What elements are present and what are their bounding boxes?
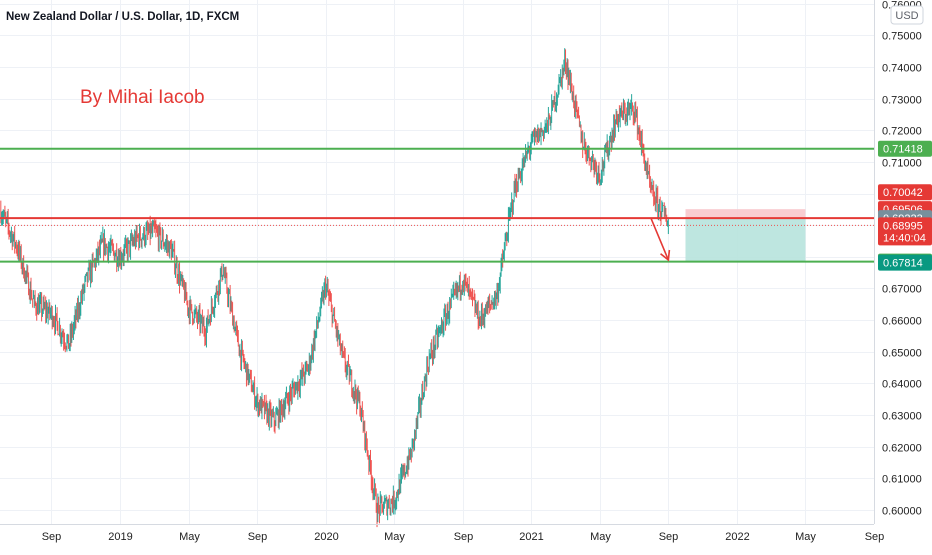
stop-loss-zone[interactable] <box>685 209 806 219</box>
price-tick-label: 0.62000 <box>882 443 922 455</box>
author-note: By Mihai Iacob <box>80 87 205 108</box>
take-profit-zone[interactable] <box>685 218 806 262</box>
time-tick-label: May <box>795 531 816 543</box>
price-tick-label: 0.74000 <box>882 63 922 75</box>
time-tick-label: May <box>179 531 200 543</box>
time-tick-label: 2020 <box>314 531 338 543</box>
time-tick-label: Sep <box>42 531 62 543</box>
price-label-tag <box>878 217 932 246</box>
price-labels: 0.714180.700420.695060.692230.6899514:40… <box>878 140 932 271</box>
price-tick-label: 0.72000 <box>882 126 922 138</box>
price-label-text: 0.67814 <box>883 258 923 270</box>
time-tick-label: Sep <box>659 531 679 543</box>
price-tick-label: 0.63000 <box>882 411 922 423</box>
time-tick-label: 2021 <box>519 531 543 543</box>
price-label-text: 0.70042 <box>883 187 923 199</box>
price-label-tag <box>878 140 932 157</box>
price-label-tag <box>878 184 932 201</box>
time-tick-label: Sep <box>248 531 268 543</box>
currency-badge[interactable] <box>890 5 924 25</box>
price-tick-label: 0.67000 <box>882 284 922 296</box>
time-tick-label: May <box>590 531 611 543</box>
price-tick-label: 0.71000 <box>882 158 922 170</box>
price-tick-label: 0.64000 <box>882 379 922 391</box>
position-tool[interactable] <box>685 209 806 262</box>
time-axis[interactable]: Sep 2019 May Sep 2020 May Sep 2021 May Sep 2022 May… <box>42 531 885 543</box>
time-tick-label: Sep <box>454 531 474 543</box>
forecast-arrow-shaft[interactable] <box>650 218 670 261</box>
price-tick-label: 0.65000 <box>882 348 922 360</box>
time-tick-label: 2022 <box>725 531 749 543</box>
forecast-arrow[interactable] <box>650 218 671 262</box>
time-tick-label: 2019 <box>108 531 132 543</box>
forecast-arrow-head <box>660 249 671 262</box>
time-tick-label: May <box>384 531 405 543</box>
price-tick-label: 0.75000 <box>882 31 922 43</box>
time-tick-label: Sep <box>865 531 885 543</box>
symbol-title: New Zealand Dollar / U.S. Dollar, 1D, FX… <box>6 11 239 23</box>
price-label-text: 0.71418 <box>883 144 923 156</box>
price-tick-label: 0.66000 <box>882 316 922 328</box>
price-label-tag <box>878 254 932 271</box>
price-tick-label: 0.60000 <box>882 506 922 518</box>
price-tick-label: 0.61000 <box>882 474 922 486</box>
currency-badge-label: USD <box>895 10 918 22</box>
price-tick-label: 0.73000 <box>882 95 922 107</box>
price-label-text: 0.68995 <box>883 220 923 232</box>
candle-series[interactable] <box>0 48 669 528</box>
countdown-text: 14:40:04 <box>883 232 926 244</box>
horizontal-lines[interactable] <box>0 147 874 263</box>
